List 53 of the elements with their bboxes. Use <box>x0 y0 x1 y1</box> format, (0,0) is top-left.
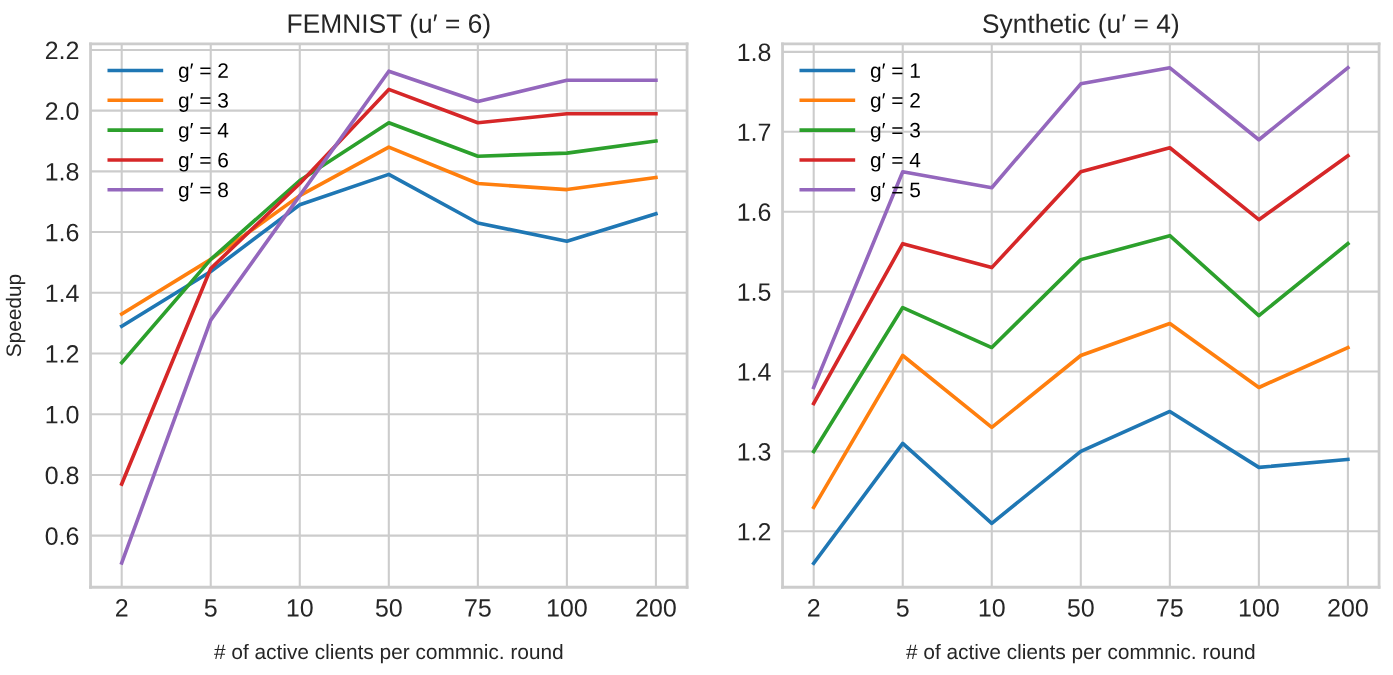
x-tick-label: 75 <box>1157 599 1183 617</box>
y-tick-label: 1.8 <box>738 43 771 62</box>
line-series <box>811 233 1350 454</box>
chart-title: FEMNIST (u′ = 6) <box>288 13 490 39</box>
line-series <box>119 120 658 365</box>
line-series <box>119 87 658 486</box>
x-tick-label: 50 <box>375 599 402 617</box>
x-tick-label: 200 <box>1328 599 1368 617</box>
y-tick-label: 1.0 <box>46 405 79 424</box>
x-tick-label: 10 <box>287 599 313 617</box>
x-axis-title: # of active clients per commnic. round <box>214 643 563 664</box>
y-tick-label: 1.2 <box>46 345 79 363</box>
y-tick-label: 1.5 <box>738 283 771 301</box>
x-tick-label: 75 <box>465 599 491 617</box>
y-tick-label: 1.6 <box>46 223 79 242</box>
legend-label: g′ = 2 <box>178 63 228 83</box>
line-series <box>811 321 1350 510</box>
y-tick-label: 2.2 <box>45 41 79 59</box>
x-tick-label: 5 <box>204 599 217 617</box>
legend-label: g′ = 6 <box>178 152 228 172</box>
x-axis-title: # of active clients per commnic. round <box>906 643 1255 664</box>
chart-title: Synthetic (u′ = 4) <box>983 13 1179 39</box>
x-tick-label: 50 <box>1067 599 1094 617</box>
x-tick-label: 100 <box>1239 599 1279 617</box>
legend-label: g′ = 3 <box>178 93 228 112</box>
y-axis-title: Speedup <box>5 274 26 357</box>
y-tick-label: 1.3 <box>738 443 771 461</box>
legend-label: g′ = 2 <box>870 93 920 112</box>
x-tick-label: 100 <box>547 599 587 617</box>
y-tick-label: 1.7 <box>738 123 771 141</box>
y-tick-label: 0.8 <box>45 466 79 485</box>
legend-label: g′ = 8 <box>178 182 228 202</box>
x-tick-label: 5 <box>896 599 909 617</box>
x-tick-label: 10 <box>979 599 1005 617</box>
x-tick-label: 2 <box>808 599 820 617</box>
y-tick-label: 1.4 <box>738 363 771 381</box>
y-tick-label: 2.0 <box>45 102 79 120</box>
y-tick-label: 0.6 <box>45 527 79 545</box>
x-tick-label: 200 <box>636 599 676 617</box>
line-series <box>119 172 658 328</box>
y-tick-label: 1.6 <box>738 203 771 221</box>
y-tick-label: 1.8 <box>46 162 79 181</box>
line-series <box>811 409 1350 566</box>
y-tick-label: 1.4 <box>46 284 79 302</box>
line-series <box>119 145 658 316</box>
legend-label: g′ = 5 <box>870 182 920 202</box>
legend-label: g′ = 3 <box>870 122 920 142</box>
legend-label: g′ = 1 <box>870 63 920 83</box>
legend-label: g′ = 4 <box>870 152 921 172</box>
legend-label: g′ = 4 <box>178 123 229 142</box>
line-series <box>811 145 1350 406</box>
y-tick-label: 1.2 <box>738 522 771 541</box>
x-tick-label: 2 <box>116 599 128 617</box>
